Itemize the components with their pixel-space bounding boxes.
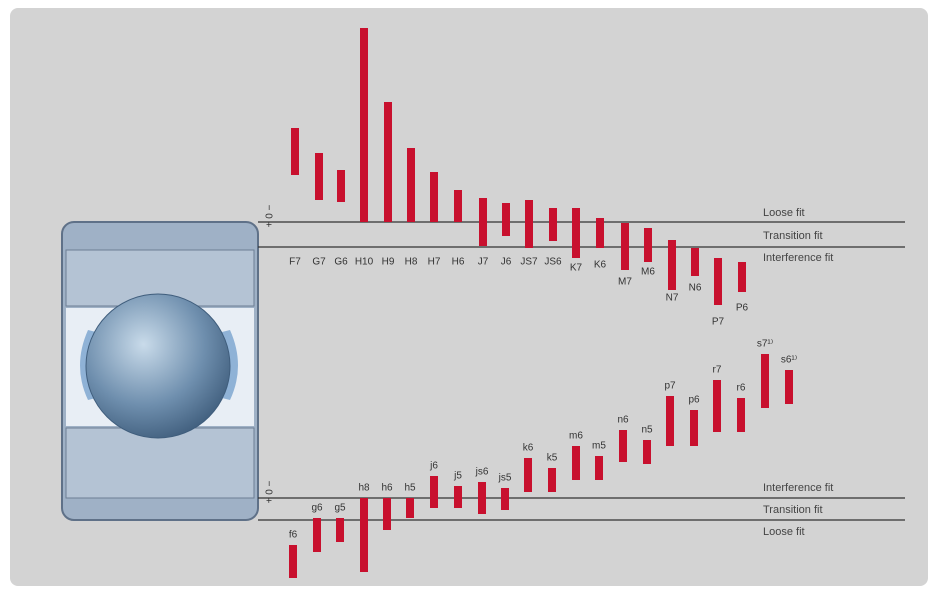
tolerance-zone [714,258,722,305]
zone-label: j6 [429,461,438,472]
zone-label: js6 [475,467,489,478]
tolerance-zone [501,488,509,510]
tolerance-zone [336,518,344,542]
zone-label: h8 [358,483,370,494]
tolerance-zone [383,498,391,530]
zone-label: js5 [498,473,512,484]
fit-label: Transition fit [763,230,823,242]
tolerance-zone [315,153,323,200]
tolerance-zone [548,468,556,492]
zone-label: G7 [312,257,326,268]
tolerance-zone [291,128,299,175]
zone-label: N7 [666,293,679,304]
tolerance-zone [407,148,415,222]
tolerance-zone [761,354,769,408]
tolerance-zone [502,203,510,236]
zone-label: n5 [641,425,653,436]
zone-label: p6 [688,395,700,406]
tolerance-zone [454,190,462,222]
tolerance-zone [478,482,486,514]
tolerance-zone [289,545,297,578]
zone-label: f6 [289,530,298,541]
tolerance-zone [360,28,368,222]
tolerance-zone [785,370,793,404]
fit-label: Loose fit [763,526,805,538]
zone-label: H7 [428,257,441,268]
zone-label: F7 [289,257,301,268]
tolerance-zone [549,208,557,241]
axis-marker: + 0 − [265,204,276,227]
zone-label: M6 [641,267,655,278]
tolerance-zone [479,198,487,246]
inner-ring [65,427,255,499]
zone-label: J7 [478,257,489,268]
fit-label: Interference fit [763,482,833,494]
tolerance-zone [738,262,746,292]
zone-label: g6 [311,503,323,514]
zone-label: m6 [569,431,583,442]
tolerance-zone [713,380,721,432]
tolerance-zone [524,458,532,492]
fit-label: Loose fit [763,207,805,219]
tolerance-zone [666,396,674,446]
zone-label: r6 [737,383,746,394]
tolerance-zone [691,248,699,276]
zone-label: H8 [405,257,418,268]
zone-label: s7¹⁾ [757,339,773,350]
zone-label: m5 [592,441,606,452]
zone-label: n6 [617,415,629,426]
bars: F7 G7 G6 H10 H9 H8 H7 H6 J7 J6 JS7 JS6 K7 K6 M7 M6 N7 N6 P… [289,28,833,578]
zone-label: j5 [453,471,462,482]
zone-label: H9 [382,257,395,268]
zone-label: N6 [689,283,702,294]
zone-label: r7 [713,365,722,376]
zone-label: p7 [664,381,676,392]
tolerance-zone [525,200,533,248]
zone-label: H6 [452,257,465,268]
zone-label: JS7 [520,257,538,268]
tolerance-zone [384,102,392,222]
tolerance-zone [313,518,321,552]
tolerance-zone [644,228,652,262]
tolerance-zone [430,172,438,222]
ball [85,293,231,439]
zone-label: P7 [712,317,725,328]
zone-label: g5 [334,503,346,514]
zone-label: K7 [570,263,583,274]
tolerance-zone [454,486,462,508]
tolerance-zone [737,398,745,432]
fit-label: Transition fit [763,504,823,516]
zone-label: J6 [501,257,512,268]
bearing [61,221,259,521]
zone-label: h6 [381,483,393,494]
tolerance-zone [337,170,345,202]
zone-label: H10 [355,257,374,268]
zone-label: s6¹⁾ [781,355,797,366]
zone-label: h5 [404,483,416,494]
tolerance-zone [572,446,580,480]
zone-label: k6 [523,443,534,454]
tolerance-zone [406,498,414,518]
tolerance-zone [430,476,438,508]
tolerance-zone [595,456,603,480]
zone-label: G6 [334,257,348,268]
tolerance-zone [619,430,627,462]
zone-label: M7 [618,277,632,288]
tolerance-zone [668,240,676,290]
fit-label: Interference fit [763,252,833,264]
tolerance-zone [572,208,580,258]
tolerance-zone [596,218,604,248]
zone-label: JS6 [544,257,562,268]
tolerance-zone [643,440,651,464]
zone-label: K6 [594,260,607,271]
axis-marker: + 0 − [265,480,276,503]
tolerance-zone [360,498,368,572]
tolerance-zone [690,410,698,446]
zone-label: P6 [736,303,749,314]
zone-label: k5 [547,453,558,464]
tolerance-zone [621,223,629,270]
